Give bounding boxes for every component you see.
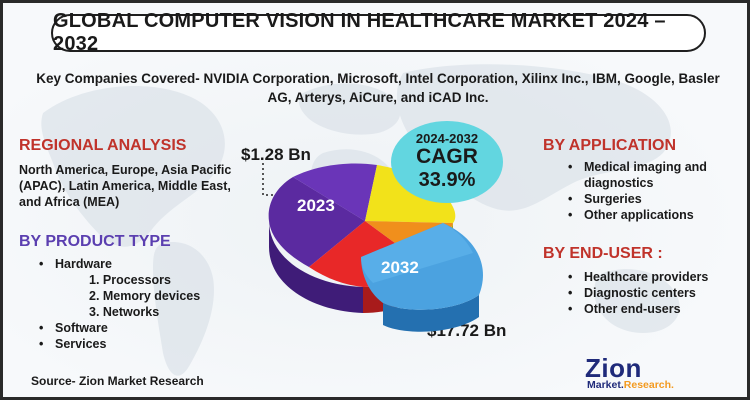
product-item-services: Services <box>37 336 257 352</box>
product-subitem: 3. Networks <box>89 305 160 319</box>
end-user-list: Healthcare providers Diagnostic centers … <box>566 269 736 317</box>
source-text: Source- Zion Market Research <box>31 374 204 388</box>
zion-logo: Zion Market.Research. <box>581 353 674 395</box>
application-list: Medical imaging and diagnostics Surgerie… <box>566 159 736 223</box>
leader-line-2023 <box>262 163 303 196</box>
end-user-item: Diagnostic centers <box>566 285 736 301</box>
pie-slice-purple-top <box>293 163 377 221</box>
pie-side-blue <box>383 295 479 332</box>
by-application-heading: BY APPLICATION <box>543 137 677 154</box>
pie-label-2032: 2032 <box>381 258 419 277</box>
product-item-software: Software <box>37 320 257 336</box>
logo-main-text: Zion <box>585 353 642 383</box>
pie-label-2023: 2023 <box>297 196 335 215</box>
pie-slice-yellow <box>365 165 456 223</box>
application-item: Other applications <box>566 207 736 223</box>
by-end-user-heading: BY END-USER : <box>543 245 663 262</box>
cagr-bubble: 2024-2032 CAGR 33.9% <box>391 121 503 203</box>
logo-sub-research: Research. <box>623 379 674 391</box>
logo-sub-text: Market.Research. <box>587 379 674 391</box>
product-type-heading: BY PRODUCT TYPE <box>19 233 171 250</box>
product-type-list: Hardware 1. Processors 2. Memory devices… <box>37 256 257 352</box>
product-subitem: 1. Processors <box>89 273 171 287</box>
title-banner: GLOBAL COMPUTER VISION IN HEALTHCARE MAR… <box>51 10 706 55</box>
end-user-item: Healthcare providers <box>566 269 736 285</box>
cagr-value: 33.9% <box>418 169 476 191</box>
key-companies-text: Key Companies Covered- NVIDIA Corporatio… <box>36 71 720 105</box>
value-2023-callout: $1.28 Bn <box>241 145 311 164</box>
end-user-item: Other end-users <box>566 301 736 317</box>
cagr-years: 2024-2032 <box>415 131 479 146</box>
cagr-label: CAGR <box>416 145 478 168</box>
product-item-hardware: Hardware <box>37 256 257 272</box>
regional-analysis-text: North America, Europe, Asia Pacific (APA… <box>19 163 232 209</box>
page-title: GLOBAL COMPUTER VISION IN HEALTHCARE MAR… <box>53 10 666 55</box>
logo-sub-market: Market. <box>587 379 624 391</box>
pie-slice-blue-highlight <box>361 223 473 283</box>
regional-analysis-heading: REGIONAL ANALYSIS <box>19 137 187 154</box>
application-item: Medical imaging and diagnostics <box>566 159 736 191</box>
application-item: Surgeries <box>566 191 736 207</box>
pie-illustration: 2023 2032 <box>262 163 483 332</box>
pie-slice-purple <box>268 177 365 267</box>
product-subitem: 2. Memory devices <box>89 289 201 303</box>
pie-side-purple <box>269 221 363 313</box>
